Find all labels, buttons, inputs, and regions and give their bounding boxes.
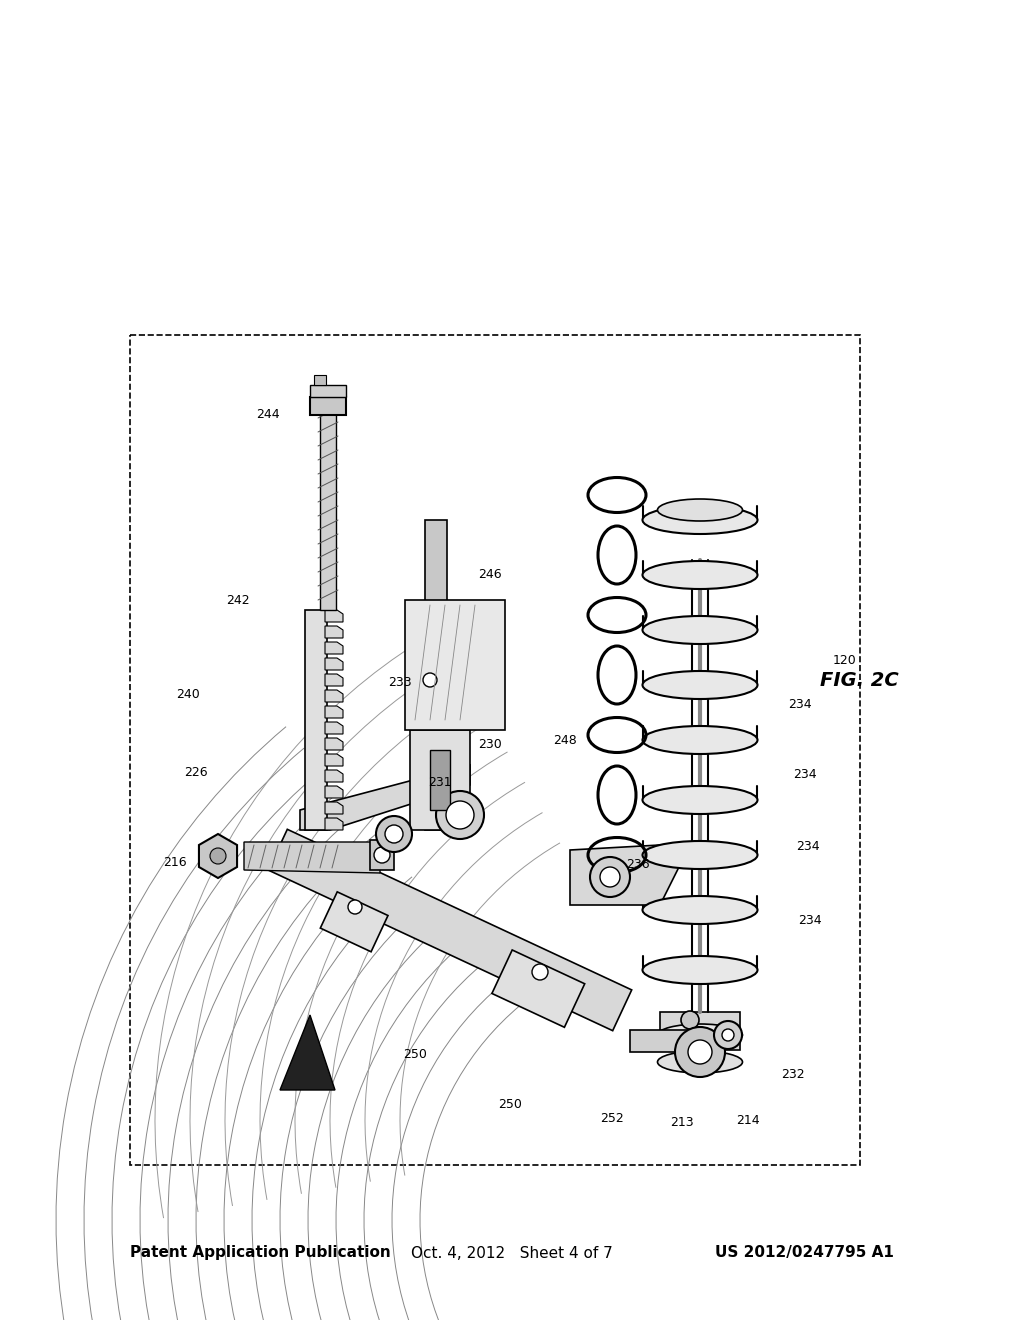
- Bar: [314, 375, 326, 385]
- Text: Oct. 4, 2012   Sheet 4 of 7: Oct. 4, 2012 Sheet 4 of 7: [411, 1246, 613, 1261]
- Ellipse shape: [642, 896, 758, 924]
- Polygon shape: [325, 626, 343, 638]
- Text: 250: 250: [498, 1098, 522, 1111]
- Ellipse shape: [642, 561, 758, 589]
- Circle shape: [446, 801, 474, 829]
- Circle shape: [348, 900, 362, 913]
- Text: 230: 230: [478, 738, 502, 751]
- Text: 234: 234: [794, 768, 817, 781]
- Polygon shape: [325, 803, 343, 814]
- Polygon shape: [321, 892, 388, 952]
- Circle shape: [423, 673, 437, 686]
- Text: US 2012/0247795 A1: US 2012/0247795 A1: [715, 1246, 894, 1261]
- Text: 244: 244: [256, 408, 280, 421]
- Circle shape: [532, 964, 548, 979]
- Polygon shape: [300, 766, 470, 830]
- Polygon shape: [325, 738, 343, 750]
- Text: 120: 120: [834, 653, 857, 667]
- Bar: [310, 385, 346, 397]
- Circle shape: [681, 1011, 699, 1030]
- Ellipse shape: [657, 499, 742, 521]
- Ellipse shape: [657, 1051, 742, 1073]
- Text: 214: 214: [736, 1114, 760, 1126]
- Bar: [660, 1012, 740, 1049]
- Bar: [319, 411, 336, 610]
- Polygon shape: [325, 754, 343, 766]
- Ellipse shape: [642, 841, 758, 869]
- Bar: [305, 610, 327, 830]
- Text: 233: 233: [388, 676, 412, 689]
- Circle shape: [714, 1020, 742, 1049]
- Polygon shape: [570, 845, 680, 906]
- Polygon shape: [280, 1015, 335, 1090]
- Circle shape: [376, 816, 412, 851]
- Text: 252: 252: [600, 1111, 624, 1125]
- Circle shape: [722, 1030, 734, 1041]
- Polygon shape: [268, 829, 632, 1031]
- Text: 246: 246: [478, 569, 502, 582]
- Text: 250: 250: [403, 1048, 427, 1061]
- Bar: [406, 601, 505, 730]
- Circle shape: [385, 825, 403, 843]
- Text: 216: 216: [163, 855, 186, 869]
- Ellipse shape: [642, 785, 758, 814]
- Ellipse shape: [642, 956, 758, 983]
- Ellipse shape: [642, 506, 758, 535]
- Text: 248: 248: [553, 734, 577, 747]
- Ellipse shape: [657, 1024, 742, 1045]
- Ellipse shape: [642, 671, 758, 700]
- Polygon shape: [325, 818, 343, 830]
- Text: 234: 234: [797, 841, 820, 854]
- Circle shape: [688, 1040, 712, 1064]
- Text: 232: 232: [781, 1068, 805, 1081]
- Text: 231: 231: [428, 776, 452, 788]
- Bar: [130, 335, 860, 1166]
- Polygon shape: [325, 722, 343, 734]
- Polygon shape: [325, 657, 343, 671]
- Circle shape: [590, 857, 630, 898]
- Polygon shape: [325, 642, 343, 653]
- Polygon shape: [325, 610, 343, 622]
- Bar: [425, 520, 447, 830]
- Ellipse shape: [642, 616, 758, 644]
- Text: 213: 213: [670, 1115, 694, 1129]
- Bar: [630, 1030, 700, 1052]
- Polygon shape: [244, 842, 380, 873]
- Text: 234: 234: [798, 913, 822, 927]
- Circle shape: [600, 867, 620, 887]
- Polygon shape: [492, 950, 585, 1027]
- Polygon shape: [325, 785, 343, 799]
- Text: FIG. 2C: FIG. 2C: [820, 671, 899, 689]
- Text: 236: 236: [627, 858, 650, 871]
- Bar: [430, 750, 450, 810]
- Polygon shape: [325, 706, 343, 718]
- Circle shape: [436, 791, 484, 840]
- Bar: [410, 730, 470, 830]
- Text: 234: 234: [788, 698, 812, 711]
- Text: 226: 226: [184, 766, 208, 779]
- Polygon shape: [325, 770, 343, 781]
- Ellipse shape: [642, 726, 758, 754]
- Bar: [370, 840, 394, 870]
- Circle shape: [374, 847, 390, 863]
- Polygon shape: [325, 690, 343, 702]
- Text: 242: 242: [226, 594, 250, 606]
- Bar: [310, 397, 346, 414]
- Polygon shape: [199, 834, 237, 878]
- Text: Patent Application Publication: Patent Application Publication: [130, 1246, 391, 1261]
- Polygon shape: [325, 675, 343, 686]
- Circle shape: [210, 847, 226, 865]
- Text: 240: 240: [176, 688, 200, 701]
- Circle shape: [675, 1027, 725, 1077]
